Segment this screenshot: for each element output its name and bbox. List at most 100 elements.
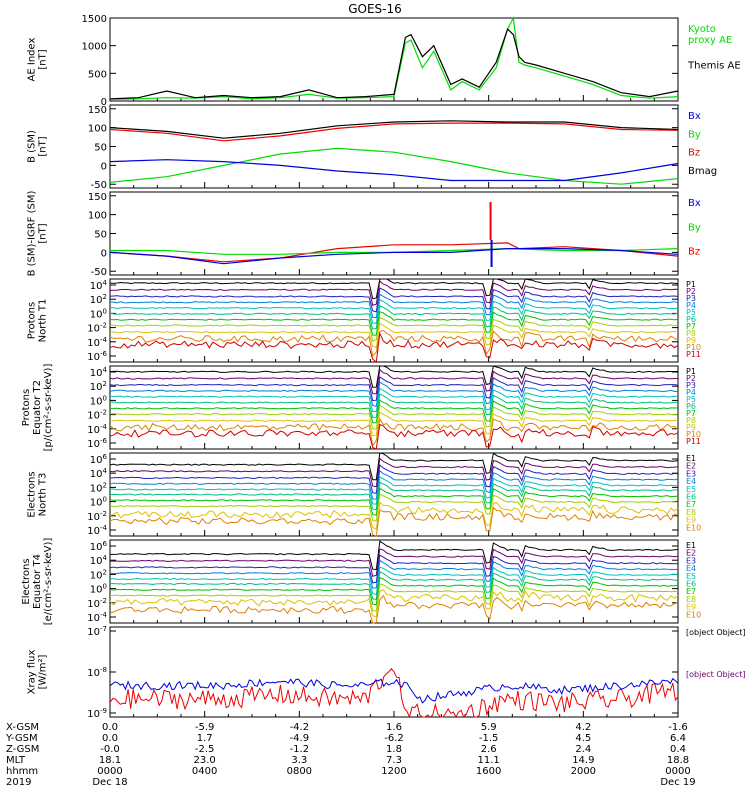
channel-line-e10 — [109, 506, 679, 537]
ephemeris-row: Z-GSM -0.0 -2.5 -1.2 1.8 2.6 2.4 0.4 — [6, 744, 686, 755]
axis-ylabel: [nT] — [38, 49, 49, 69]
ephemeris-value: 18.8 — [666, 755, 690, 766]
series-bz — [109, 122, 679, 142]
channel-line-e10 — [109, 594, 679, 624]
ephemeris-value: Dec 19 — [660, 777, 696, 788]
legend-item: P8 — [686, 329, 696, 338]
axis-ylabel: North T3 — [38, 473, 49, 517]
legend-item: E7 — [686, 500, 696, 509]
ephemeris-value: 0.4 — [670, 744, 686, 755]
series-themis-ae — [109, 28, 679, 100]
tick-label: 100 — [90, 307, 107, 320]
legend-item: P3 — [686, 381, 696, 390]
tick-label: 104 — [90, 554, 108, 567]
legend-item: P10 — [686, 343, 701, 352]
tick-label: 50 — [94, 230, 107, 241]
channel-line-p4 — [109, 381, 679, 408]
axis-ylabel: [nT] — [38, 136, 49, 156]
axis-ylabel: B (SM) — [27, 130, 38, 163]
tick-label: 0 — [101, 161, 107, 172]
tick-label: 100 — [90, 583, 107, 596]
panel-frame — [109, 191, 679, 276]
tick-label: 1500 — [82, 14, 107, 25]
ephemeris-label: 2019 — [6, 777, 32, 788]
series-xray-long — [109, 668, 679, 719]
ephemeris-value: 3.3 — [291, 755, 308, 766]
tick-label: 10-7 — [87, 625, 107, 638]
channel-line-e7 — [109, 487, 679, 516]
channel-line-e9 — [109, 589, 679, 618]
tick-label: 10-2 — [87, 597, 107, 610]
axis-ylabel: AE Index — [27, 37, 38, 81]
channel-line-e3 — [109, 554, 679, 584]
ephemeris-value: 14.9 — [572, 755, 595, 766]
tick-label: 10-4 — [87, 336, 107, 349]
ephemeris-row: X-GSM 0.0 -5.9 -4.2 1.6 5.9 4.2 -1.6 — [6, 722, 688, 733]
series-bx — [109, 159, 679, 182]
channel-line-e4 — [109, 559, 679, 589]
ephemeris-value: 2000 — [570, 766, 597, 777]
ephemeris-label: X-GSM — [6, 722, 40, 733]
ephemeris-value: 11.1 — [477, 755, 500, 766]
channel-line-p8 — [109, 316, 679, 342]
panel-xray — [109, 626, 679, 719]
series-by — [109, 147, 679, 185]
ephemeris-value: -1.2 — [289, 744, 310, 755]
panel-frame — [109, 104, 679, 189]
legend-item: E4 — [686, 477, 696, 486]
legend-item: Kyoto — [688, 24, 716, 35]
axis-ylabel: Equator T4 — [32, 554, 43, 609]
ephemeris-value: 0.0 — [102, 733, 118, 744]
channel-line-p3 — [109, 287, 679, 313]
legend-item: P3 — [686, 294, 696, 303]
ephemeris-value: 2.4 — [575, 744, 592, 755]
legend-item: By — [688, 129, 701, 140]
legend-item: Bz — [688, 247, 700, 258]
legend-item: E5 — [686, 485, 696, 494]
axis-ylabel: [e/(cm²-s-sr-keV)] — [43, 538, 54, 626]
legend-item: Themis AE — [687, 61, 741, 72]
series-bx — [109, 248, 679, 265]
channel-line-e5 — [109, 566, 679, 596]
tick-label: 102 — [90, 568, 107, 581]
tick-label: 50 — [94, 143, 107, 154]
channel-line-e7 — [109, 576, 679, 606]
ephemeris-value: 1200 — [381, 766, 407, 777]
tick-label: 100 — [90, 496, 107, 509]
ephemeris-value: 0000 — [665, 766, 691, 777]
ephemeris-label: hhmm — [6, 766, 39, 777]
legend-item: E7 — [686, 587, 696, 596]
tick-label: -50 — [91, 267, 107, 278]
tick-label: 106 — [90, 453, 108, 466]
legend-item: P6 — [686, 315, 696, 324]
channel-line-p7 — [109, 311, 679, 336]
ephemeris-value: 0400 — [191, 766, 218, 777]
channel-line-p1 — [109, 278, 679, 300]
tick-label: 102 — [90, 481, 107, 494]
ephemeris-row: MLT 18.1 23.0 3.3 7.3 11.1 14.9 18.8 — [6, 755, 689, 766]
legend-item: E3 — [686, 556, 696, 565]
channel-line-p11 — [109, 331, 679, 363]
tick-label: 106 — [90, 540, 108, 553]
tick-label: 0 — [101, 97, 107, 108]
ephemeris-label: MLT — [6, 755, 25, 766]
ephemeris-value: -1.5 — [478, 733, 499, 744]
channel-line-p6 — [109, 393, 679, 419]
tick-label: 100 — [88, 124, 107, 135]
series-bz — [109, 242, 679, 263]
channel-line-e3 — [109, 464, 679, 494]
tick-label: -50 — [91, 180, 107, 191]
legend-item: E5 — [686, 572, 696, 581]
legend-item: Bz — [688, 148, 700, 159]
ephemeris-value: 23.0 — [193, 755, 216, 766]
axis-ylabel: Electrons — [21, 558, 32, 604]
tick-label: 0 — [101, 248, 107, 259]
channel-line-e6 — [109, 571, 679, 600]
channel-line-p8 — [109, 404, 679, 430]
legend-item: E1 — [686, 454, 696, 463]
ephemeris-value: -4.2 — [289, 722, 310, 733]
channel-line-e1 — [109, 452, 679, 481]
channel-line-p4 — [109, 293, 679, 319]
tick-label: 102 — [90, 380, 107, 393]
channel-line-e4 — [109, 469, 679, 500]
